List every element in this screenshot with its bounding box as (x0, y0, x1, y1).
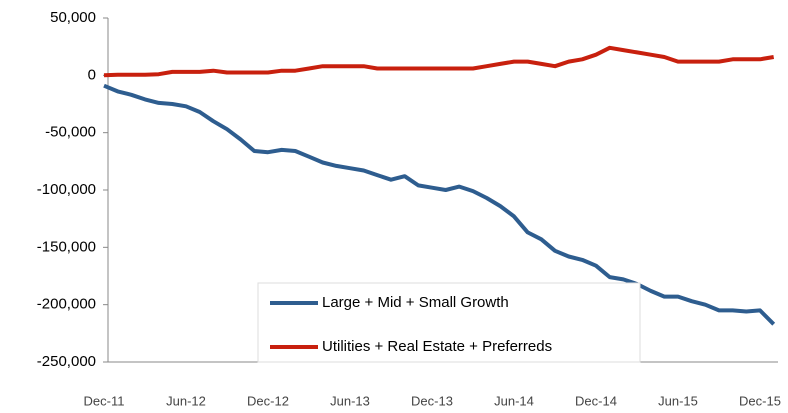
y-tick-label: -150,000 (37, 238, 96, 255)
x-tick-label: Dec-13 (411, 393, 453, 408)
line-series (103, 45, 775, 78)
x-tick-label: Dec-11 (84, 393, 125, 408)
y-tick-label: -50,000 (45, 124, 96, 141)
legend-label: Utilities + Real Estate + Preferreds (322, 338, 552, 355)
x-tick-label: Jun-14 (494, 393, 534, 408)
x-tick-label: Dec-14 (575, 393, 617, 408)
line-series (103, 83, 776, 326)
x-tick-label: Jun-15 (658, 393, 698, 408)
x-tick-label: Dec-12 (247, 393, 289, 408)
y-tick-label: -100,000 (37, 181, 96, 198)
x-tick-label: Dec-15 (739, 393, 781, 408)
legend-box (257, 282, 641, 363)
x-tick-label: Jun-13 (330, 393, 370, 408)
y-tick-label: 0 (88, 66, 96, 83)
x-tick-label: Jun-12 (166, 393, 206, 408)
y-tick-label: 50,000 (50, 9, 96, 26)
legend-label: Large + Mid + Small Growth (322, 294, 509, 311)
y-tick-label: -250,000 (37, 353, 96, 370)
y-tick-label: -200,000 (37, 296, 96, 313)
